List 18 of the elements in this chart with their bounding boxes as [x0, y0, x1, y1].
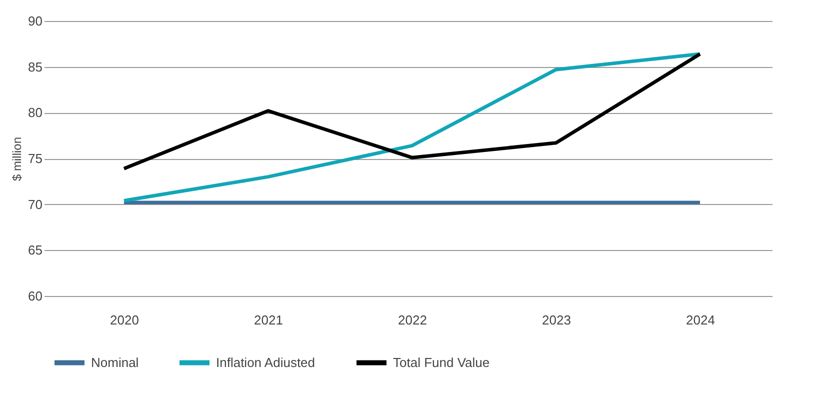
x-tick-label: 2024 — [686, 312, 715, 328]
y-tick-label: 70 — [28, 196, 42, 212]
x-tick-label: 2022 — [398, 312, 427, 328]
line-series — [122, 52, 702, 202]
y-tick-label: 75 — [28, 151, 42, 166]
y-tick-label: 80 — [28, 105, 42, 120]
legend-label: Inflation Adiusted — [216, 354, 316, 370]
y-tick-label: 85 — [28, 59, 42, 74]
y-tick-label: 90 — [28, 14, 42, 28]
legend-label: Total Fund Value — [393, 354, 490, 370]
x-tick-label: 2023 — [542, 312, 571, 328]
y-tick-label: 60 — [28, 288, 42, 304]
y-axis-title: $ million — [10, 136, 24, 182]
x-tick-label: 2021 — [254, 312, 283, 328]
legend-label: Nominal — [91, 354, 139, 370]
y-tick-label: 65 — [28, 242, 42, 258]
x-tick-label: 2020 — [110, 312, 139, 328]
line-series — [122, 52, 702, 170]
